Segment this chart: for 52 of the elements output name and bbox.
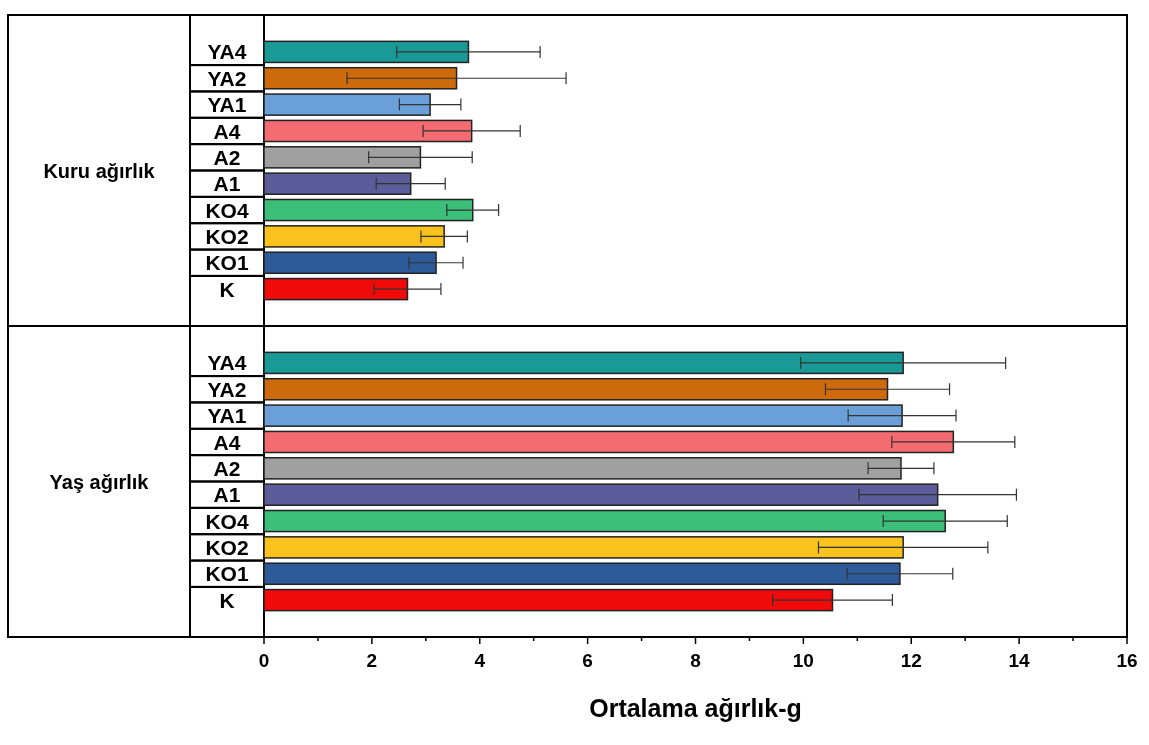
y-tick-label: YA1 xyxy=(207,404,247,428)
y-axis-title: Yaş ağırlık xyxy=(49,470,150,493)
y-tick-label: A2 xyxy=(213,456,241,480)
bar xyxy=(263,483,939,506)
bar xyxy=(263,172,412,195)
bar xyxy=(263,251,437,275)
bar xyxy=(263,377,889,401)
bar xyxy=(263,40,470,64)
y-tick-label: K xyxy=(219,277,235,301)
x-tick-label: 2 xyxy=(366,650,378,671)
y-tick-label: YA2 xyxy=(207,66,247,90)
y-tick-label: YA4 xyxy=(207,40,247,64)
y-tick-label: KO1 xyxy=(205,251,249,275)
bar xyxy=(263,509,946,533)
bar xyxy=(263,536,904,559)
bar xyxy=(263,119,473,143)
y-tick-label: YA2 xyxy=(207,377,247,401)
x-tick-label: 16 xyxy=(1116,650,1138,671)
y-tick-label: KO2 xyxy=(205,535,249,559)
bar xyxy=(263,404,903,427)
y-tick-label: A4 xyxy=(213,119,241,143)
y-tick-label: KO1 xyxy=(205,562,249,586)
bar xyxy=(263,430,955,454)
y-tick-label: K xyxy=(219,588,235,612)
x-tick-label: 4 xyxy=(474,650,486,671)
y-tick-label: A4 xyxy=(213,430,241,454)
x-tick-label: 12 xyxy=(900,650,922,671)
y-tick-label: A2 xyxy=(213,145,241,169)
bar xyxy=(263,277,409,301)
x-axis-title: Ortalama ağırlık-g xyxy=(589,694,802,722)
y-tick-label: KO4 xyxy=(205,198,249,222)
bar xyxy=(263,198,474,222)
x-tick-label: 6 xyxy=(582,650,593,671)
y-tick-label: KO4 xyxy=(205,509,249,533)
bar xyxy=(263,588,834,612)
bar xyxy=(263,457,902,480)
y-tick-label: YA4 xyxy=(207,351,247,375)
y-tick-label: A1 xyxy=(213,483,241,507)
bar xyxy=(263,93,431,116)
y-tick-label: KO2 xyxy=(205,224,249,248)
y-tick-label: A1 xyxy=(213,172,241,196)
bar xyxy=(263,351,904,375)
x-tick-label: 14 xyxy=(1008,650,1031,671)
bar xyxy=(263,66,458,90)
bar xyxy=(263,146,422,169)
y-tick-label: YA1 xyxy=(207,93,247,117)
bar xyxy=(263,225,445,248)
x-tick-label: 10 xyxy=(792,650,814,671)
y-axis-title: Kuru ağırlık xyxy=(43,159,156,182)
x-tick-label: 0 xyxy=(258,650,270,671)
x-tick-label: 8 xyxy=(690,650,701,671)
bar xyxy=(263,562,901,586)
